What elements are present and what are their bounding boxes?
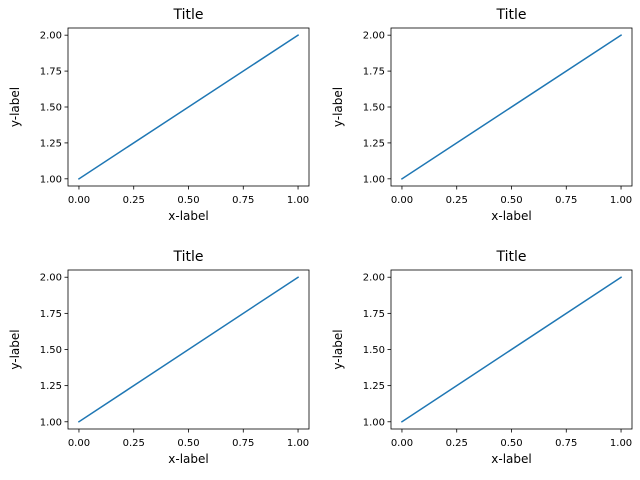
y-tick-label: 1.00 — [40, 417, 62, 428]
x-tick-label: 0.50 — [177, 195, 199, 206]
y-tick-label: 1.25 — [40, 138, 62, 149]
x-tick-label: 0.25 — [123, 195, 145, 206]
x-tick-label: 1.00 — [287, 438, 309, 449]
y-tick-label: 1.75 — [40, 67, 62, 78]
x-tick-label: 0.75 — [555, 195, 577, 206]
y-tick-label: 1.50 — [363, 345, 385, 356]
y-axis-label: y-label — [331, 329, 345, 369]
y-tick-label: 1.25 — [363, 381, 385, 392]
x-axis-label: x-label — [168, 452, 208, 466]
x-tick-label: 1.00 — [287, 195, 309, 206]
x-axis-label: x-label — [491, 209, 531, 223]
series-line — [77, 276, 300, 423]
x-tick-label: 0.50 — [500, 195, 522, 206]
y-tick-label: 1.75 — [363, 309, 385, 320]
y-tick-label: 1.00 — [40, 174, 62, 185]
y-tick-label: 1.50 — [40, 103, 62, 114]
x-tick-label: 0.25 — [123, 438, 145, 449]
chart-title: Title — [172, 7, 203, 23]
chart-title: Title — [495, 249, 526, 265]
subplot-4: 0.00 0.25 0.50 0.75 1.00 1.00 1.25 1.50 1.75 2.00… — [331, 249, 633, 466]
chart-title: Title — [495, 7, 526, 23]
x-tick-label: 0.25 — [446, 438, 468, 449]
x-tick-label: 0.00 — [68, 195, 90, 206]
x-tick-label: 0.00 — [68, 438, 90, 449]
y-tick-label: 2.00 — [363, 31, 385, 42]
subplot-2: 0.00 0.25 0.50 0.75 1.00 1.00 1.25 1.50 1.75 2.00… — [331, 7, 633, 223]
y-tick-label: 1.75 — [40, 309, 62, 320]
x-tick-label: 0.50 — [177, 438, 199, 449]
y-tick-label: 1.50 — [363, 103, 385, 114]
x-axis-label: x-label — [168, 209, 208, 223]
y-tick-label: 2.00 — [40, 31, 62, 42]
x-tick-label: 0.25 — [446, 195, 468, 206]
y-axis-label: y-label — [8, 329, 22, 369]
x-tick-label: 0.75 — [555, 438, 577, 449]
x-tick-label: 0.75 — [232, 195, 254, 206]
x-tick-label: 0.00 — [391, 195, 413, 206]
y-tick-label: 1.50 — [40, 345, 62, 356]
x-tick-label: 1.00 — [610, 438, 632, 449]
y-tick-label: 1.25 — [40, 381, 62, 392]
series-line — [400, 34, 623, 180]
y-tick-label: 2.00 — [363, 273, 385, 284]
y-axis-label: y-label — [331, 87, 345, 127]
x-tick-label: 0.75 — [232, 438, 254, 449]
y-tick-label: 1.75 — [363, 67, 385, 78]
y-axis-label: y-label — [8, 87, 22, 127]
chart-title: Title — [172, 249, 203, 265]
x-tick-label: 0.00 — [391, 438, 413, 449]
subplot-3: 0.00 0.25 0.50 0.75 1.00 1.00 1.25 1.50 1.75 2.00… — [8, 249, 310, 466]
y-tick-label: 1.25 — [363, 138, 385, 149]
y-tick-label: 2.00 — [40, 273, 62, 284]
subplot-1: 0.00 0.25 0.50 0.75 1.00 1.00 1.25 1.50 1.75 2.00… — [8, 7, 310, 223]
x-axis-label: x-label — [491, 452, 531, 466]
x-tick-label: 1.00 — [610, 195, 632, 206]
y-tick-label: 1.00 — [363, 417, 385, 428]
series-line — [400, 276, 623, 423]
series-line — [77, 34, 300, 180]
y-tick-label: 1.00 — [363, 174, 385, 185]
x-tick-label: 0.50 — [500, 438, 522, 449]
